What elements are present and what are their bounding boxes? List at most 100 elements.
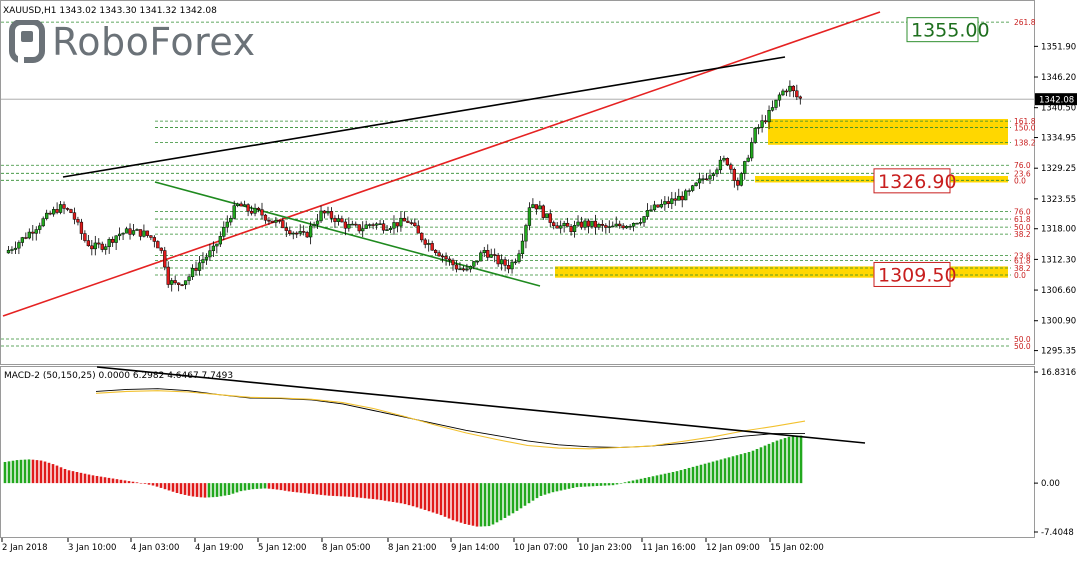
bull-candle: [531, 204, 535, 208]
bear-candle: [798, 96, 802, 99]
bull-candle: [183, 280, 188, 286]
macd-histogram-bar: [607, 483, 611, 486]
bull-candle: [315, 220, 320, 225]
bull-candle: [229, 217, 233, 223]
price-tick-label: 1334.95: [1041, 134, 1076, 144]
bear-candle: [176, 282, 181, 285]
macd-histogram-bar: [31, 459, 35, 484]
fibonacci-levels: 261.8161.8150.0138.276.023.60.076.061.85…: [1, 18, 1036, 351]
macd-histogram-bar: [43, 461, 47, 484]
macd-histogram-bar: [315, 483, 319, 495]
bull-candle: [298, 231, 302, 234]
macd-histogram-bar: [623, 482, 627, 484]
bull-candle: [51, 209, 56, 215]
bull-candle: [242, 204, 247, 207]
macd-histogram-bar: [659, 474, 663, 484]
macd-histogram-bar: [551, 483, 555, 493]
macd-histogram-bar: [687, 467, 691, 484]
macd-histogram-bar: [303, 483, 307, 494]
bear-candle: [673, 198, 677, 201]
fib-level-label: 50.0: [1014, 342, 1031, 351]
macd-histogram-bar: [351, 483, 355, 497]
macd-histogram-bar: [287, 483, 291, 492]
macd-histogram-bar: [91, 475, 95, 484]
time-tick-label: 12 Jan 09:00: [706, 543, 760, 553]
bear-candle: [371, 224, 375, 226]
macd-histogram-bar: [55, 465, 59, 484]
macd-info: MACD-2 (50,150,25) 0.0000 6.2982 4.6467 …: [4, 371, 233, 381]
bull-candle: [388, 227, 393, 230]
bull-candle: [788, 85, 792, 92]
target-zone: [768, 118, 1008, 145]
bear-candle: [416, 225, 420, 234]
macd-histogram-bar: [743, 453, 747, 484]
macd-histogram-bar: [395, 483, 399, 503]
bull-candle: [364, 224, 368, 229]
bull-candle: [201, 259, 205, 264]
bear-candle: [173, 280, 177, 284]
bull-candle: [746, 157, 750, 162]
macd-histogram-bar: [27, 459, 31, 484]
fib-level-label: 76.0: [1014, 208, 1031, 217]
macd-histogram-bar: [727, 457, 731, 484]
bull-candle: [211, 245, 216, 252]
bear-candle: [763, 120, 768, 123]
fib-level-label: 61.8: [1014, 215, 1031, 224]
bull-candle: [399, 217, 403, 227]
bull-candle: [767, 110, 771, 123]
bear-candle: [406, 220, 410, 223]
macd-histogram-bar: [635, 479, 639, 484]
bull-candle: [597, 223, 601, 228]
bull-candle: [635, 222, 639, 225]
bull-candle: [663, 201, 667, 205]
bull-candle: [690, 185, 695, 191]
macd-histogram-bar: [563, 483, 567, 490]
bull-candle: [479, 252, 483, 262]
macd-tick-label: 16.8316: [1041, 368, 1076, 378]
macd-histogram-bar: [195, 483, 199, 497]
macd-histogram-bar: [527, 483, 531, 504]
bull-candle: [756, 127, 761, 129]
macd-histogram-bar: [119, 479, 123, 484]
macd-tick-label: -7.4048: [1041, 528, 1074, 538]
bull-candle: [374, 223, 379, 226]
macd-histogram-bar: [787, 436, 791, 484]
price-annotation-box: [873, 168, 951, 194]
macd-histogram-bar: [591, 483, 595, 487]
bull-candle: [326, 211, 330, 214]
time-tick-label: 4 Jan 03:00: [131, 543, 179, 553]
bear-candle: [604, 225, 608, 228]
macd-histogram-bar: [507, 483, 511, 516]
macd-histogram-bar: [67, 470, 71, 484]
macd-histogram-bar: [583, 483, 587, 487]
trend-lines: [2, 11, 881, 317]
bear-candle: [343, 221, 347, 229]
macd-histogram-bar: [679, 470, 683, 484]
macd-histogram-bar: [239, 483, 243, 492]
price-tick-label: 1306.60: [1041, 286, 1076, 296]
macd-histogram-bar: [391, 483, 395, 502]
bear-candle: [284, 227, 288, 231]
bear-candle: [402, 217, 407, 222]
bull-candle: [38, 225, 42, 230]
macd-histogram-bar: [435, 483, 439, 514]
bear-candle: [239, 203, 243, 207]
macd-histogram-bar: [511, 483, 515, 514]
bear-candle: [618, 223, 622, 227]
macd-histogram-bar: [123, 480, 127, 484]
macd-histogram-bar: [227, 483, 231, 495]
macd-histogram-bar: [567, 483, 571, 489]
macd-histogram-bar: [343, 483, 347, 497]
fib-level-label: 23.6: [1014, 169, 1031, 178]
time-tick-label: 4 Jan 19:00: [195, 543, 243, 553]
macd-histogram-bar: [51, 464, 55, 484]
macd-histogram-bar: [7, 461, 11, 484]
bull-candle: [308, 225, 313, 238]
bull-candle: [350, 223, 354, 226]
bear-candle: [76, 219, 80, 223]
price-annotation-text: 1326.90: [878, 171, 957, 193]
macd-histogram-bar: [163, 483, 167, 490]
macd-histogram-bar: [95, 475, 99, 484]
macd-histogram-bar: [379, 483, 383, 501]
macd-histogram-bar: [671, 472, 675, 484]
